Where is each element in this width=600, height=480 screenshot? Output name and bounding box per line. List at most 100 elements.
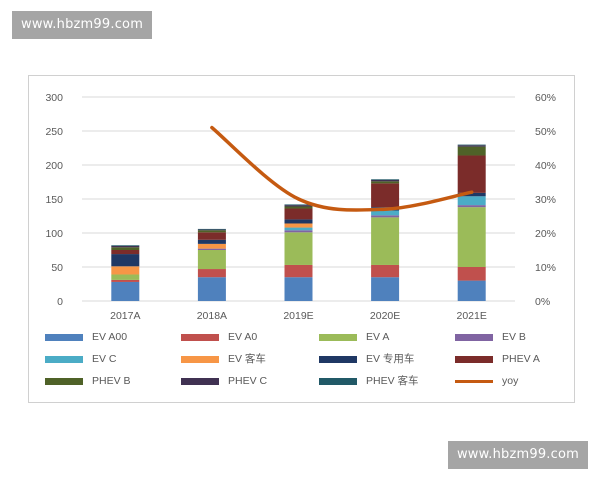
bar-segment — [111, 250, 140, 255]
bar-segment — [284, 223, 313, 228]
bar-segment — [284, 264, 313, 278]
bar-segment — [111, 266, 140, 275]
bar-segment — [284, 230, 313, 233]
bar-segment — [371, 217, 400, 265]
bar-segment — [457, 146, 486, 156]
y2-tick-label: 50% — [535, 126, 556, 138]
yoy-line — [210, 125, 474, 212]
legend-item: EV 客车 — [181, 352, 266, 366]
bar-segment — [371, 183, 400, 208]
legend-swatch — [181, 377, 219, 385]
x-tick-label: 2018A — [197, 310, 227, 322]
bar-segment — [457, 155, 486, 193]
bar-segment — [197, 230, 226, 233]
x-tick-label: 2017A — [110, 310, 140, 322]
legend-item: EV 专用车 — [319, 352, 414, 366]
legend-item: PHEV C — [181, 374, 267, 388]
bar-segment — [111, 247, 140, 250]
legend-label: EV A00 — [92, 331, 128, 343]
chart-frame: 0 50 100 150 200 250 300 0% 10% 20% 30% 40% 50% 60% 20… — [28, 75, 575, 403]
bar-segment — [284, 219, 313, 224]
y-tick-label: 150 — [45, 194, 63, 206]
legend-swatch — [455, 333, 493, 341]
y2-tick-label: 40% — [535, 160, 556, 172]
y2-tick-label: 20% — [535, 228, 556, 240]
bar-segment — [457, 205, 486, 208]
y2-tick-label: 30% — [535, 194, 556, 206]
legend-swatch — [319, 377, 357, 385]
bar-segment — [111, 279, 140, 282]
y-tick-label: 200 — [45, 160, 63, 172]
bar-segment — [284, 232, 313, 265]
bar-segment — [197, 228, 226, 230]
x-tick-label: 2021E — [457, 310, 487, 322]
bar-segment — [457, 280, 486, 301]
legend-item: EV B — [455, 330, 526, 344]
bar-segment — [197, 248, 226, 250]
legend-label: PHEV 客车 — [366, 375, 419, 387]
bar-segment — [111, 254, 140, 267]
legend-swatch — [45, 333, 83, 341]
bar-segment — [371, 215, 400, 218]
bar-segment — [284, 277, 313, 301]
y-tick-label: 250 — [45, 126, 63, 138]
legend-item: PHEV A — [455, 352, 540, 366]
legend-item: EV A00 — [45, 330, 127, 344]
legend-label: PHEV C — [228, 375, 268, 387]
bar-segment — [457, 267, 486, 281]
y-tick-label: 0 — [57, 296, 63, 308]
y-tick-label: 100 — [45, 228, 63, 240]
stacked-bar-chart: 0 50 100 150 200 250 300 0% 10% 20% 30% 40% 50% 60% 20… — [45, 92, 556, 322]
legend-swatch — [181, 355, 219, 363]
bar-segment — [197, 239, 226, 244]
legend-item: EV A — [319, 330, 389, 344]
bar-segment — [371, 179, 400, 180]
legend-label: EV 专用车 — [366, 353, 415, 365]
legend-item: yoy — [455, 374, 518, 388]
bar-segment — [371, 179, 400, 182]
bar-segment — [284, 206, 313, 209]
legend-swatch — [45, 355, 83, 363]
legend-label: EV C — [92, 353, 117, 365]
bar-segment — [197, 229, 226, 231]
legend-label: PHEV A — [502, 353, 540, 365]
bar-segment — [457, 144, 486, 146]
bar-segment — [371, 181, 400, 184]
bar-segment — [457, 207, 486, 267]
y-tick-label: 300 — [45, 92, 63, 104]
legend-label: EV B — [502, 331, 526, 343]
bar-segment — [284, 208, 313, 220]
bar-segment — [371, 210, 400, 216]
bar-segment — [111, 274, 140, 280]
bar-segment — [197, 277, 226, 301]
bar-segment — [284, 204, 313, 206]
y-tick-label: 50 — [51, 262, 63, 274]
legend-item: EV A0 — [181, 330, 257, 344]
bar-segment — [111, 245, 140, 246]
bar-segment — [197, 243, 226, 249]
legend-item: PHEV B — [45, 374, 131, 388]
legend-label: yoy — [502, 375, 519, 387]
bar-segment — [371, 264, 400, 278]
legend-item: PHEV 客车 — [319, 374, 419, 388]
bar-segment — [111, 245, 140, 248]
bar-segment — [457, 145, 486, 147]
y2-tick-label: 10% — [535, 262, 556, 274]
legend-swatch — [45, 377, 83, 385]
watermark-top: www.hbzm99.com — [12, 11, 153, 39]
legend-swatch — [181, 333, 219, 341]
bar-segment — [284, 227, 313, 231]
bar-segment — [457, 196, 486, 206]
bar-segment — [197, 269, 226, 278]
legend-label: EV 客车 — [228, 353, 266, 365]
legend-swatch — [319, 333, 357, 341]
legend-item: EV C — [45, 352, 117, 366]
x-tick-label: 2020E — [370, 310, 400, 322]
bar-segment — [197, 232, 226, 240]
bar-segment — [111, 281, 140, 301]
y2-tick-label: 60% — [535, 92, 556, 104]
x-tick-label: 2019E — [283, 310, 313, 322]
legend-swatch — [455, 355, 493, 363]
legend-swatch — [455, 379, 493, 383]
bar-segment — [457, 192, 486, 197]
